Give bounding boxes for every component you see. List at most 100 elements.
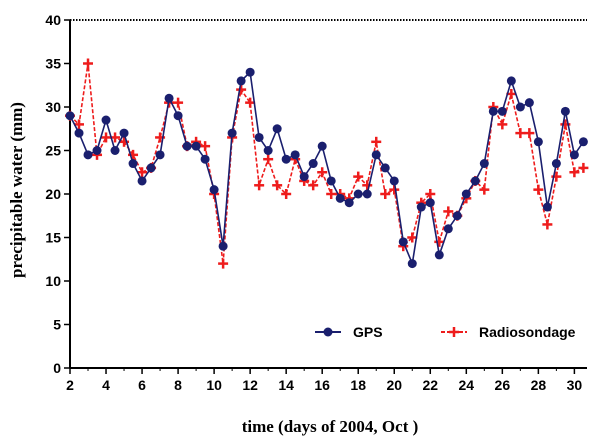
data-point-gps — [200, 154, 210, 164]
data-point-gps — [578, 137, 588, 147]
data-point-radiosondage — [407, 232, 418, 243]
y-tick-label: 40 — [45, 12, 61, 28]
data-point-gps — [371, 150, 381, 160]
data-point-radiosondage — [542, 219, 553, 230]
data-point-gps — [191, 141, 201, 151]
data-point-radiosondage — [425, 189, 436, 199]
series-line-radiosondage — [69, 63, 584, 264]
data-point-radiosondage — [389, 184, 400, 195]
data-point-gps — [299, 172, 309, 182]
data-point-gps — [155, 150, 165, 160]
data-point-gps — [425, 198, 435, 208]
legend-item-gps: GPS — [315, 324, 383, 340]
data-point-radiosondage — [497, 119, 508, 130]
y-tick-label: 30 — [45, 99, 61, 115]
data-point-gps — [272, 124, 282, 134]
data-point-gps — [110, 146, 120, 155]
data-point-radiosondage — [479, 184, 490, 195]
series-layer — [65, 58, 589, 269]
data-point-gps — [65, 111, 75, 121]
x-tick-label: 18 — [350, 377, 366, 393]
data-point-gps — [515, 102, 525, 112]
data-point-gps — [146, 163, 156, 173]
data-point-gps — [542, 202, 552, 212]
data-point-radiosondage — [83, 58, 94, 69]
x-tick-label: 16 — [314, 377, 330, 393]
data-point-gps — [506, 76, 516, 86]
data-point-gps — [380, 163, 390, 173]
legend-marker — [449, 327, 459, 337]
data-point-radiosondage — [254, 180, 265, 191]
data-point-radiosondage — [74, 119, 85, 130]
data-point-radiosondage — [137, 167, 148, 178]
data-point-gps — [290, 150, 300, 160]
data-point-gps — [461, 189, 471, 199]
y-tick-label: 5 — [53, 317, 61, 333]
y-tick-label: 10 — [45, 273, 61, 289]
data-point-gps — [551, 159, 561, 169]
data-point-gps — [92, 146, 102, 155]
x-tick-label: 28 — [531, 377, 547, 393]
data-point-radiosondage — [569, 167, 580, 178]
data-point-gps — [497, 106, 507, 116]
data-point-radiosondage — [524, 128, 535, 139]
x-tick-label: 22 — [422, 377, 438, 393]
data-point-gps — [218, 241, 228, 251]
data-point-gps — [164, 93, 174, 103]
data-point-gps — [434, 250, 444, 260]
data-point-gps — [182, 141, 192, 151]
legend-marker — [323, 327, 333, 337]
x-tick-label: 20 — [386, 377, 402, 393]
x-tick-label: 30 — [567, 377, 583, 393]
data-point-gps — [326, 176, 336, 186]
legend-label: GPS — [353, 324, 383, 340]
data-point-gps — [245, 67, 255, 77]
data-point-gps — [281, 154, 291, 164]
data-point-radiosondage — [200, 141, 211, 152]
data-point-gps — [335, 193, 345, 203]
x-tick-label: 8 — [174, 377, 182, 393]
x-axis-label: time (days of 2004, Oct ) — [242, 417, 419, 436]
data-point-radiosondage — [245, 97, 256, 108]
data-point-gps — [173, 111, 183, 121]
data-point-radiosondage — [308, 180, 319, 191]
data-point-radiosondage — [101, 132, 112, 143]
legend-label: Radiosondage — [479, 324, 576, 340]
data-point-radiosondage — [371, 136, 382, 147]
data-point-radiosondage — [515, 128, 526, 139]
data-point-radiosondage — [434, 236, 445, 247]
data-point-gps — [443, 224, 453, 234]
y-axis-label: precipitable water (mm) — [7, 102, 26, 278]
data-point-radiosondage — [353, 171, 364, 182]
y-tick-label: 20 — [45, 186, 61, 202]
y-tick-label: 15 — [45, 230, 61, 246]
data-point-radiosondage — [218, 258, 229, 269]
data-point-radiosondage — [281, 189, 292, 199]
data-point-radiosondage — [272, 180, 283, 191]
data-point-radiosondage — [578, 162, 589, 173]
x-tick-label: 4 — [102, 377, 110, 393]
data-point-radiosondage — [326, 189, 337, 199]
data-point-gps — [236, 76, 246, 86]
data-point-radiosondage — [380, 189, 391, 199]
y-tick-label: 0 — [53, 360, 61, 376]
x-tick-label: 12 — [242, 377, 258, 393]
data-point-gps — [74, 128, 84, 138]
data-point-radiosondage — [263, 154, 274, 165]
data-point-gps — [263, 146, 273, 155]
data-point-gps — [308, 159, 318, 169]
data-point-radiosondage — [533, 184, 544, 195]
data-point-gps — [128, 159, 138, 169]
data-point-gps — [209, 185, 219, 195]
data-point-radiosondage — [362, 180, 373, 191]
data-point-gps — [101, 115, 111, 125]
data-point-gps — [119, 128, 129, 138]
legend: GPS Radiosondage — [315, 324, 576, 340]
data-point-gps — [227, 128, 237, 138]
data-point-gps — [254, 132, 264, 142]
data-point-gps — [524, 98, 534, 108]
data-point-gps — [452, 211, 462, 221]
data-point-radiosondage — [317, 167, 328, 178]
x-tick-label: 2 — [66, 377, 74, 393]
